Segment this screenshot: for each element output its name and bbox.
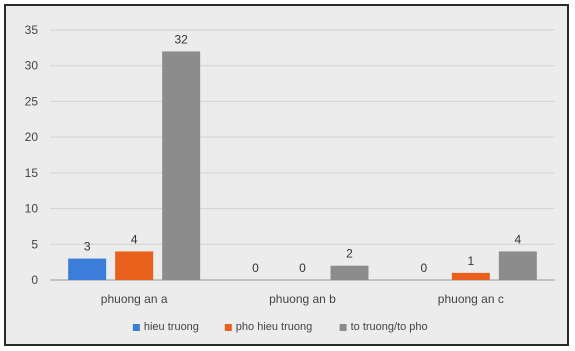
category-label: phuong an a (101, 292, 168, 306)
chart-frame (4, 4, 569, 346)
category-label: phuong an c (438, 292, 504, 306)
legend-swatch (339, 324, 347, 331)
data-label: 1 (467, 254, 474, 268)
legend-label: pho hieu truong (236, 321, 312, 333)
data-label: 4 (131, 232, 138, 246)
data-label: 2 (346, 247, 353, 261)
y-tick-label: 15 (25, 166, 39, 180)
y-tick-label: 35 (25, 23, 39, 37)
data-label: 0 (420, 261, 427, 275)
bar (330, 265, 369, 280)
legend-swatch (224, 324, 232, 331)
y-tick-label: 0 (31, 273, 38, 287)
legend-swatch (132, 324, 140, 331)
data-label: 0 (252, 261, 259, 275)
data-label: 3 (84, 240, 91, 254)
data-label: 4 (514, 232, 521, 246)
bar (68, 258, 107, 280)
bar (451, 272, 490, 280)
category-label: phuong an b (269, 292, 336, 306)
bar (115, 251, 154, 280)
bar (162, 51, 201, 280)
y-tick-label: 25 (25, 94, 39, 108)
legend-label: hieu truong (144, 321, 199, 333)
y-tick-label: 20 (25, 130, 39, 144)
y-tick-label: 30 (25, 59, 39, 73)
y-tick-label: 10 (25, 202, 39, 216)
y-tick-label: 5 (31, 237, 38, 251)
bar (498, 251, 537, 280)
legend-label: to truong/to pho (351, 321, 428, 333)
data-label: 0 (299, 261, 306, 275)
data-label: 32 (174, 32, 188, 46)
